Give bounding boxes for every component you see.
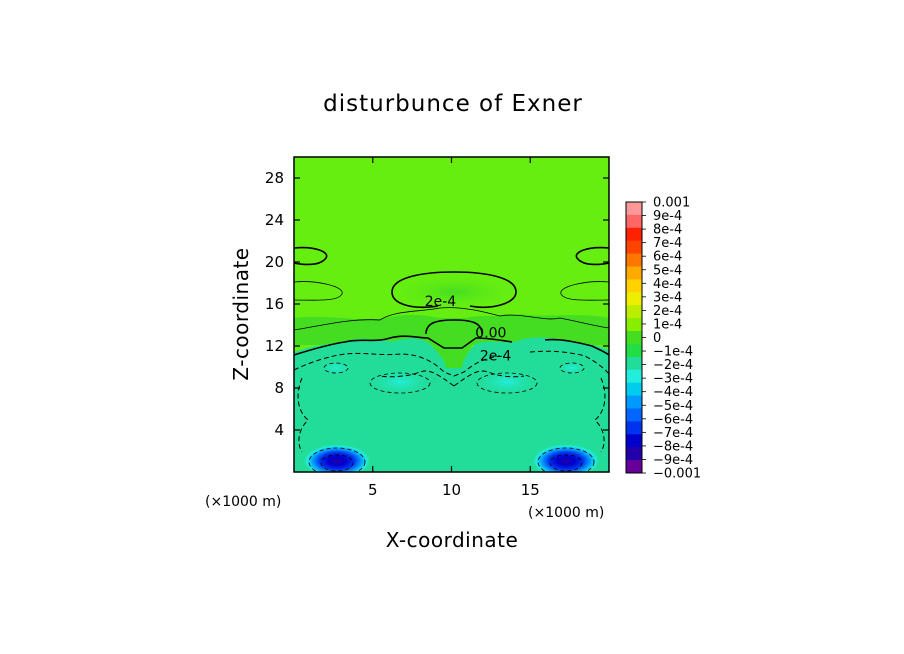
contour-vortex-right-outer bbox=[537, 447, 595, 472]
colorbar-tick-label: −7e-4 bbox=[653, 426, 693, 441]
colorbar-swatch bbox=[626, 395, 642, 409]
x-tick-label: 5 bbox=[368, 481, 378, 499]
colorbar-tick-label: −9e-4 bbox=[653, 453, 693, 468]
contour-zero bbox=[294, 335, 609, 356]
colorbar-swatch bbox=[626, 227, 642, 242]
colorbar-swatch bbox=[626, 266, 642, 280]
colorbar-tick-label: −8e-4 bbox=[653, 439, 693, 454]
contour-cyan-small-right bbox=[559, 362, 585, 374]
y-tick-label: 28 bbox=[265, 169, 284, 187]
colorbar-tick-label: 7e-4 bbox=[653, 236, 682, 251]
y-axis-title: Z-coordinate bbox=[229, 247, 253, 380]
contour-cyan-left bbox=[369, 372, 431, 394]
colorbar-swatch bbox=[626, 434, 642, 448]
colorbar-tick-label: 3e-4 bbox=[653, 290, 682, 305]
contour-value-label: 0.00 bbox=[475, 326, 506, 342]
colorbar-tick-label: 5e-4 bbox=[653, 263, 682, 278]
colorbar-swatch bbox=[626, 382, 642, 396]
colorbar-swatch bbox=[626, 369, 642, 384]
colorbar-tick-label: 0 bbox=[653, 331, 661, 346]
colorbar-swatch bbox=[626, 305, 642, 319]
colorbar-tick-label: 4e-4 bbox=[653, 277, 682, 292]
contour-thin-left bbox=[294, 281, 343, 301]
colorbar-swatch bbox=[626, 202, 642, 216]
contour-label-layer: 2e-4 0.00 2e-4 bbox=[425, 294, 512, 365]
cyan-blob-mid-left bbox=[318, 360, 354, 376]
central-plume bbox=[429, 318, 476, 368]
colorbar-swatch bbox=[626, 460, 642, 474]
contour-value-label: 2e-4 bbox=[480, 349, 512, 365]
colorbar-tick-label: −1e-4 bbox=[653, 345, 693, 360]
colorbar-swatch bbox=[626, 214, 642, 229]
contour-upper-right-lobe bbox=[575, 246, 609, 266]
contour-2e-4-cap bbox=[391, 271, 517, 308]
x-unit-label-right: (×1000 m) bbox=[528, 505, 604, 521]
contour-value-label: 2e-4 bbox=[425, 294, 457, 310]
contour-thin-mid bbox=[294, 307, 609, 331]
contour-plume bbox=[425, 319, 483, 335]
contour-upper-left-lobe bbox=[294, 246, 328, 266]
colorbar-tick-label: 2e-4 bbox=[653, 304, 682, 319]
colorbar-swatch bbox=[626, 331, 642, 345]
chart-title: disturbunce of Exner bbox=[323, 91, 583, 117]
y-tick-label: 12 bbox=[265, 337, 284, 355]
contour-vortex-left-outer bbox=[308, 447, 366, 472]
x-tick-label: 10 bbox=[442, 481, 461, 499]
colorbar-swatch bbox=[626, 408, 642, 422]
colorbar-swatch bbox=[626, 318, 642, 332]
colorbar-tick-label: 1e-4 bbox=[653, 317, 682, 332]
cyan-blob-right bbox=[473, 368, 541, 396]
contour-thin-right bbox=[560, 281, 609, 301]
cyan-blob-left bbox=[366, 368, 434, 396]
y-tick-label: 4 bbox=[274, 421, 284, 439]
colorbar-tick-label: −5e-4 bbox=[653, 399, 693, 414]
colorbar-swatch bbox=[626, 343, 642, 358]
field-lower-region bbox=[294, 337, 609, 472]
y-tick-label: 8 bbox=[274, 379, 284, 397]
vortex-right bbox=[532, 444, 600, 472]
vortex-left bbox=[303, 444, 371, 472]
colorbar-swatch bbox=[626, 253, 642, 267]
colorbar-swatch bbox=[626, 447, 642, 461]
colorbar-swatch bbox=[626, 421, 642, 435]
colorbar-swatch bbox=[626, 292, 642, 306]
colorbar-tick-label: 9e-4 bbox=[653, 209, 682, 224]
colorbar-swatch bbox=[626, 356, 642, 371]
x-axis-title: X-coordinate bbox=[386, 528, 519, 552]
x-unit-label-left: (×1000 m) bbox=[205, 494, 281, 510]
colorbar-swatch bbox=[626, 240, 642, 255]
contour-vortex-right-inner bbox=[549, 454, 583, 472]
upper-cap-region bbox=[390, 274, 518, 310]
colorbar: 0.0019e-48e-47e-46e-45e-44e-43e-42e-41e-… bbox=[625, 196, 701, 482]
y-tick-label: 20 bbox=[265, 253, 284, 271]
cyan-blob-mid-right bbox=[554, 360, 590, 376]
colorbar-tick-label: −3e-4 bbox=[653, 372, 693, 387]
axis-layer: 5 10 15 4 8 12 16 20 24 28 bbox=[265, 157, 609, 499]
contour-field bbox=[294, 157, 609, 472]
colorbar-swatch bbox=[626, 279, 642, 293]
y-tick-label: 24 bbox=[265, 211, 284, 229]
colorbar-tick-label: −4e-4 bbox=[653, 385, 693, 400]
y-tick-label: 16 bbox=[265, 295, 284, 313]
colorbar-tick-label: −2e-4 bbox=[653, 358, 693, 373]
contour-lines bbox=[294, 246, 609, 472]
colorbar-tick-label: −6e-4 bbox=[653, 412, 693, 427]
colorbar-tick-label: 6e-4 bbox=[653, 250, 682, 265]
colorbar-tick-label: 8e-4 bbox=[653, 223, 682, 238]
contour-cyan-right bbox=[476, 372, 538, 394]
contour-cyan-small-left bbox=[323, 362, 349, 374]
colorbar-tick-label: 0.001 bbox=[653, 196, 690, 211]
x-tick-label: 15 bbox=[521, 481, 540, 499]
contour-vortex-left-inner bbox=[320, 454, 354, 472]
colorbar-tick-label: −0.001 bbox=[653, 467, 701, 482]
contour-neg-1e-4 bbox=[294, 350, 609, 377]
